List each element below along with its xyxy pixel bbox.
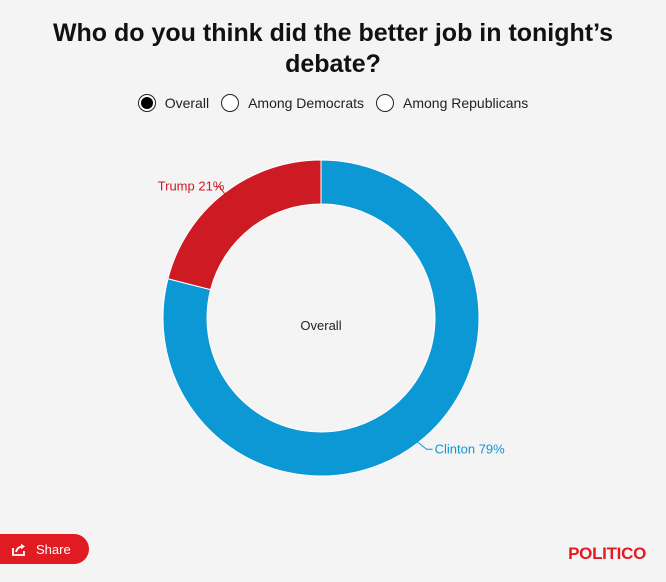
leader-clinton: [416, 440, 433, 450]
slice-trump[interactable]: [167, 159, 322, 291]
leader-trump: [215, 186, 226, 196]
share-label: Share: [36, 541, 71, 557]
label-trump: Trump 21%: [158, 179, 225, 194]
filter-options: Overall Among Democrats Among Republican…: [0, 94, 666, 112]
chart-title: Who do you think did the better job in t…: [52, 19, 614, 78]
radio-democrats[interactable]: [221, 94, 240, 112]
option-overall[interactable]: Overall: [137, 94, 210, 112]
option-democrats[interactable]: Among Democrats: [221, 94, 364, 112]
politico-logo: POLITICO: [568, 544, 646, 563]
radio-republicans[interactable]: [376, 94, 394, 112]
option-republicans[interactable]: Among Republicans: [376, 94, 528, 112]
donut-chart: Overall Clinton 79% Trump 21%: [158, 159, 506, 477]
share-icon: [12, 543, 26, 556]
center-label: Overall: [300, 318, 341, 333]
option-overall-label: Overall: [164, 95, 210, 111]
label-clinton: Clinton 79%: [435, 441, 506, 456]
option-democrats-label: Among Democrats: [248, 95, 364, 111]
option-republicans-label: Among Republicans: [403, 95, 529, 111]
share-button[interactable]: Share: [0, 534, 89, 564]
radio-overall[interactable]: [137, 94, 156, 112]
slice-clinton[interactable]: [162, 159, 480, 477]
